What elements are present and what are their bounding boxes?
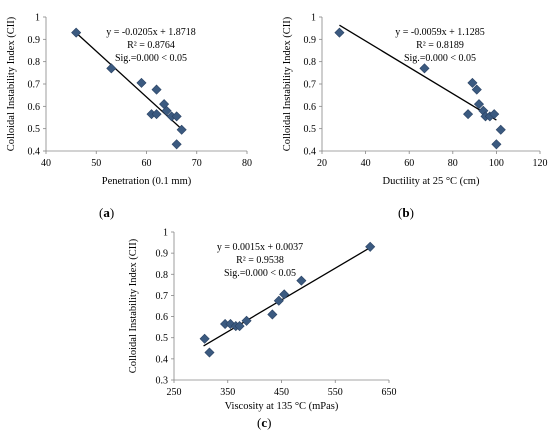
data-point <box>473 99 484 110</box>
y-tick-label: 0.4 <box>28 147 41 158</box>
x-tick-label: 550 <box>328 387 343 398</box>
data-point <box>279 289 290 300</box>
y-tick-label: 0.6 <box>28 102 41 113</box>
y-tick-label: 1 <box>163 228 168 239</box>
y-tick-label: 0.9 <box>304 35 317 46</box>
data-point <box>471 84 482 95</box>
x-tick-label: 250 <box>167 387 182 398</box>
x-tick-label: 50 <box>91 158 101 169</box>
x-axis-label: Penetration (0.1 mm) <box>102 176 192 187</box>
y-tick-label: 0.9 <box>156 249 169 260</box>
annotation-1: y = 0.0015x + 0.0037 <box>217 242 303 253</box>
y-tick-label: 0.7 <box>28 80 41 91</box>
y-tick-label: 0.4 <box>156 354 169 365</box>
data-point <box>267 309 278 320</box>
data-point <box>334 27 345 38</box>
data-point <box>171 139 182 150</box>
y-tick-label: 0.3 <box>156 376 169 387</box>
data-point <box>71 27 82 38</box>
x-tick-label: 80 <box>242 158 252 169</box>
y-tick-label: 0.6 <box>156 312 169 323</box>
y-tick-label: 0.5 <box>304 124 317 135</box>
data-point <box>171 111 182 122</box>
x-tick-label: 20 <box>317 158 327 169</box>
annotation-3: Sig.=0.000 < 0.05 <box>224 268 296 279</box>
y-axis-label: Colloidal Instability Index (CII) <box>282 16 293 151</box>
panel-label-b: (b) <box>398 205 414 220</box>
x-tick-label: 650 <box>382 387 397 398</box>
panel-label-c-text: c <box>261 415 268 430</box>
chart-b: 20 40 60 80 100 120 0.4 0.5 0.6 0.7 0.8 0.9 1 Ductili… <box>282 13 548 188</box>
data-point <box>491 139 502 150</box>
data-point <box>204 347 215 358</box>
data-point <box>199 333 210 344</box>
trendline <box>339 24 497 121</box>
annotation-2: R² = 0.8189 <box>416 40 464 51</box>
annotation-1: y = -0.0205x + 1.8718 <box>106 27 196 38</box>
chart-a: 40 50 60 70 80 0.4 0.5 0.6 0.7 0.8 0.9 1 Penetration… <box>6 13 252 188</box>
data-point <box>365 241 376 252</box>
y-tick-label: 0.7 <box>156 291 169 302</box>
x-tick-label: 60 <box>142 158 152 169</box>
data-point <box>419 63 430 74</box>
y-axis-label: Colloidal Instability Index (CII) <box>6 16 17 151</box>
y-tick-label: 0.4 <box>304 147 317 158</box>
data-point <box>241 315 252 326</box>
x-tick-label: 100 <box>489 158 504 169</box>
x-axis-label: Viscosity at 135 °C (mPas) <box>225 401 339 412</box>
data-point <box>467 77 478 88</box>
x-tick-label: 70 <box>192 158 202 169</box>
y-tick-label: 0.6 <box>304 102 317 113</box>
x-tick-label: 60 <box>404 158 414 169</box>
y-tick-label: 0.7 <box>304 80 317 91</box>
data-point <box>234 321 245 332</box>
data-point <box>136 77 147 88</box>
x-axis-label: Ductility at 25 °C (cm) <box>383 176 480 187</box>
y-tick-label: 0.5 <box>156 333 169 344</box>
y-tick-label: 0.8 <box>156 270 169 281</box>
data-point <box>273 295 284 306</box>
y-tick-label: 1 <box>311 13 316 24</box>
y-tick-label: 0.8 <box>28 57 41 68</box>
y-axis-label: Colloidal Instability Index (CII) <box>128 238 139 373</box>
x-tick-label: 40 <box>41 158 51 169</box>
data-point <box>161 105 172 116</box>
x-tick-label: 450 <box>274 387 289 398</box>
trendline <box>203 247 371 347</box>
data-point <box>296 275 307 286</box>
panel-label-a-text: a <box>103 205 110 220</box>
annotation-2: R² = 0.9538 <box>236 255 284 266</box>
panel-label-c: (c) <box>257 415 272 430</box>
annotation-3: Sig.=0.000 < 0.05 <box>404 53 476 64</box>
panel-label-b-text: b <box>402 205 410 220</box>
y-tick-label: 0.8 <box>304 57 317 68</box>
x-tick-label: 40 <box>361 158 371 169</box>
data-point <box>463 109 474 120</box>
y-tick-label: 1 <box>35 13 40 24</box>
y-tick-label: 0.5 <box>28 124 41 135</box>
y-tick-label: 0.9 <box>28 35 41 46</box>
x-tick-label: 120 <box>533 158 548 169</box>
data-point <box>151 84 162 95</box>
panel-label-a: (a) <box>99 205 115 220</box>
annotation-1: y = -0.0059x + 1.1285 <box>395 27 485 38</box>
data-point <box>489 109 500 120</box>
data-point <box>106 63 117 74</box>
x-tick-label: 350 <box>220 387 235 398</box>
data-point <box>495 124 506 135</box>
annotation-3: Sig.=0.000 < 0.05 <box>115 53 187 64</box>
data-point <box>176 124 187 135</box>
data-point <box>151 109 162 120</box>
chart-c: 250 350 450 550 650 0.3 0.4 0.5 0.6 0.7 0.8 0.9 1 Vis… <box>128 228 397 413</box>
annotation-2: R² = 0.8764 <box>127 40 175 51</box>
x-tick-label: 80 <box>448 158 458 169</box>
